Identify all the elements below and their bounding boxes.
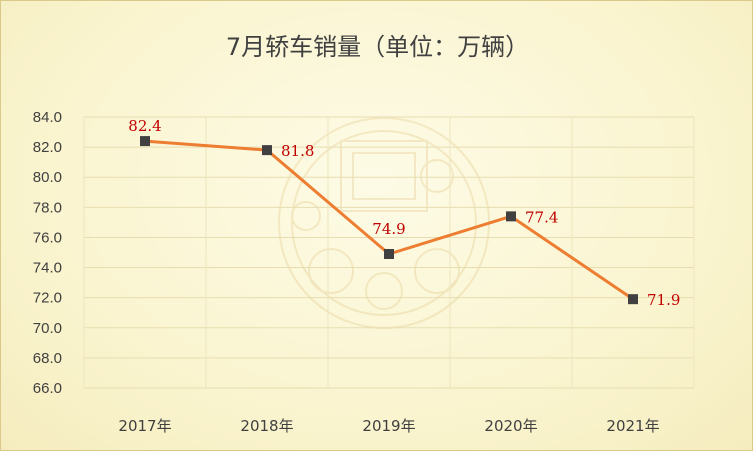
data-point-marker: [506, 211, 516, 222]
y-tick-label: 78.0: [33, 199, 62, 216]
series: [140, 136, 638, 305]
y-tick-label: 76.0: [33, 229, 62, 246]
data-point-marker: [384, 249, 394, 260]
data-point-marker: [628, 294, 638, 305]
y-tick-label: 80.0: [33, 169, 62, 186]
x-tick-label: 2017年: [118, 417, 171, 435]
data-label: 81.8: [281, 142, 314, 160]
x-tick-label: 2020年: [484, 417, 537, 435]
data-label: 71.9: [647, 291, 680, 309]
chart-title: 7月轿车销量（单位：万辆）: [225, 33, 530, 61]
labels: 82.4 81.8 74.9 77.4 71.9: [128, 117, 680, 309]
decorative-pattern-icon: [278, 117, 490, 329]
data-point-marker: [140, 136, 150, 147]
x-tick-label: 2021年: [606, 417, 659, 435]
y-tick-label: 74.0: [33, 260, 62, 277]
data-point-marker: [262, 145, 272, 156]
axes: 66.0 68.0 70.0 72.0 74.0 76.0 78.0 80.0 82.0 84.0…: [33, 109, 660, 435]
y-tick-label: 66.0: [33, 380, 62, 397]
y-tick-label: 70.0: [33, 320, 62, 337]
data-label: 77.4: [525, 208, 558, 226]
y-tick-label: 68.0: [33, 350, 62, 367]
data-label: 82.4: [128, 117, 161, 135]
x-tick-label: 2018年: [240, 417, 293, 435]
y-tick-label: 72.0: [33, 290, 62, 307]
y-tick-label: 84.0: [33, 109, 62, 126]
grid: [83, 116, 695, 389]
data-label: 74.9: [372, 220, 405, 238]
y-tick-label: 82.0: [33, 139, 62, 156]
x-tick-label: 2019年: [362, 417, 415, 435]
